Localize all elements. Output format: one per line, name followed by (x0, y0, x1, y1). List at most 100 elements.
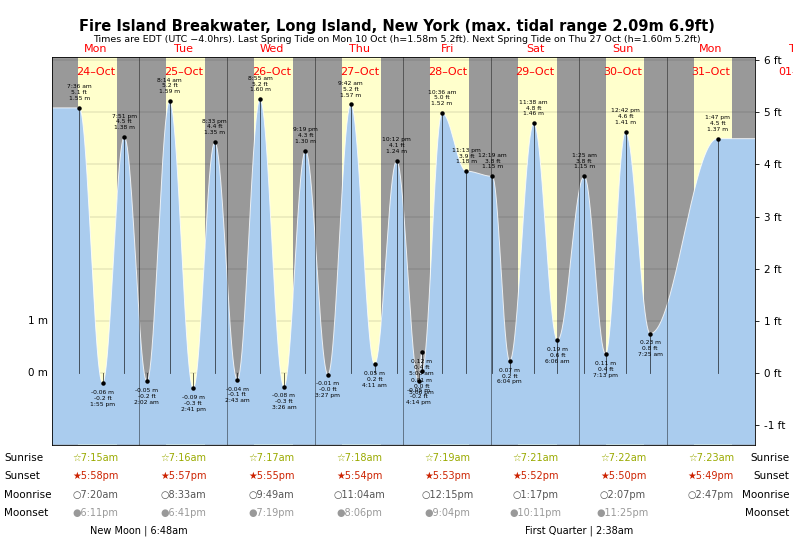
Text: ★5:53pm: ★5:53pm (424, 472, 470, 481)
Text: 24–Oct: 24–Oct (76, 67, 115, 77)
Text: Fire Island Breakwater, Long Island, New York (max. tidal range 2.09m 6.9ft): Fire Island Breakwater, Long Island, New… (79, 19, 714, 34)
Text: Mon: Mon (84, 44, 107, 54)
Text: 31–Oct: 31–Oct (691, 67, 730, 77)
Text: 7:51 pm
4.5 ft
1.38 m: 7:51 pm 4.5 ft 1.38 m (112, 114, 137, 130)
Text: Mon: Mon (699, 44, 722, 54)
Text: ○12:15pm: ○12:15pm (421, 490, 473, 500)
Text: 0.11 m
0.4 ft
7:13 pm: 0.11 m 0.4 ft 7:13 pm (593, 361, 618, 377)
Text: Times are EDT (UTC −4.0hrs). Last Spring Tide on Mon 10 Oct (h=1.58m 5.2ft). Nex: Times are EDT (UTC −4.0hrs). Last Spring… (93, 35, 700, 44)
Text: 27–Oct: 27–Oct (339, 67, 379, 77)
Text: ☆7:16am: ☆7:16am (160, 453, 206, 463)
Text: 25–Oct: 25–Oct (164, 67, 203, 77)
Text: ●9:04pm: ●9:04pm (424, 508, 470, 518)
Text: Sunset: Sunset (753, 472, 789, 481)
Text: ☆7:19am: ☆7:19am (424, 453, 470, 463)
Text: Sunrise: Sunrise (750, 453, 789, 463)
Text: ○2:07pm: ○2:07pm (600, 490, 646, 500)
Text: ☆7:23am: ☆7:23am (688, 453, 734, 463)
Text: Moonset: Moonset (4, 508, 48, 518)
Text: 8:14 am
5.2 ft
1.59 m: 8:14 am 5.2 ft 1.59 m (157, 78, 182, 94)
Text: 11:13 pm
3.9 ft
1.18 m: 11:13 pm 3.9 ft 1.18 m (452, 148, 481, 164)
Text: Thu: Thu (349, 44, 370, 54)
Text: First Quarter | 2:38am: First Quarter | 2:38am (525, 526, 633, 536)
Text: 01–Nov: 01–Nov (778, 67, 793, 77)
Text: 9:19 pm
4.3 ft
1.30 m: 9:19 pm 4.3 ft 1.30 m (293, 127, 318, 144)
Bar (342, 57, 381, 445)
Text: ○8:33am: ○8:33am (161, 490, 206, 500)
Text: ☆7:18am: ☆7:18am (336, 453, 382, 463)
Text: 0 m: 0 m (29, 368, 48, 378)
Text: ★5:54pm: ★5:54pm (336, 472, 382, 481)
Text: -0.08 m
-0.3 ft
3:26 am: -0.08 m -0.3 ft 3:26 am (271, 393, 297, 410)
Text: ★5:55pm: ★5:55pm (248, 472, 295, 481)
Text: Moonset: Moonset (745, 508, 789, 518)
Text: ○1:17pm: ○1:17pm (512, 490, 558, 500)
Text: ●6:11pm: ●6:11pm (73, 508, 118, 518)
Text: 10:12 pm
4.1 ft
1.24 m: 10:12 pm 4.1 ft 1.24 m (382, 137, 411, 154)
Text: 28–Oct: 28–Oct (427, 67, 467, 77)
Text: Fri: Fri (441, 44, 454, 54)
Text: 9:42 am
5.2 ft
1.57 m: 9:42 am 5.2 ft 1.57 m (339, 81, 363, 98)
Text: ○9:49am: ○9:49am (248, 490, 294, 500)
Text: 7:36 am
5.1 ft
1.55 m: 7:36 am 5.1 ft 1.55 m (67, 85, 92, 101)
Text: 8:55 am
5.2 ft
1.60 m: 8:55 am 5.2 ft 1.60 m (247, 76, 273, 93)
Text: 0.19 m
0.6 ft
6:06 am: 0.19 m 0.6 ft 6:06 am (545, 347, 570, 364)
Text: ★5:52pm: ★5:52pm (511, 472, 558, 481)
Text: 0.05 m
0.2 ft
4:11 am: 0.05 m 0.2 ft 4:11 am (362, 371, 387, 388)
Text: 12:42 pm
4.6 ft
1.41 m: 12:42 pm 4.6 ft 1.41 m (611, 108, 640, 125)
Text: ○11:04am: ○11:04am (333, 490, 385, 500)
Text: Sunrise: Sunrise (4, 453, 43, 463)
Text: ○2:47pm: ○2:47pm (688, 490, 734, 500)
Text: 1 m: 1 m (28, 316, 48, 326)
Text: ●11:25pm: ●11:25pm (597, 508, 649, 518)
Text: 11:38 am
4.8 ft
1.46 m: 11:38 am 4.8 ft 1.46 m (519, 100, 548, 116)
Bar (606, 57, 645, 445)
Text: 29–Oct: 29–Oct (515, 67, 554, 77)
Text: ●8:06pm: ●8:06pm (336, 508, 382, 518)
Text: Sunset: Sunset (4, 472, 40, 481)
Text: ☆7:15am: ☆7:15am (72, 453, 119, 463)
Text: New Moon | 6:48am: New Moon | 6:48am (90, 526, 188, 536)
Text: -0.06 m
-0.2 ft
1:55 pm: -0.06 m -0.2 ft 1:55 pm (90, 390, 115, 406)
Text: Sat: Sat (526, 44, 544, 54)
Text: 0.01 m
0.0 ft
5:06 pm: 0.01 m 0.0 ft 5:06 pm (409, 378, 435, 395)
Text: 30–Oct: 30–Oct (603, 67, 642, 77)
Text: 1:25 am
3.8 ft
1.15 m: 1:25 am 3.8 ft 1.15 m (572, 153, 597, 169)
Text: ☆7:21am: ☆7:21am (512, 453, 558, 463)
Text: Wed: Wed (259, 44, 284, 54)
Text: ★5:58pm: ★5:58pm (72, 472, 119, 481)
Text: Moonrise: Moonrise (4, 490, 52, 500)
Text: ●6:41pm: ●6:41pm (160, 508, 206, 518)
Text: ☆7:17am: ☆7:17am (248, 453, 294, 463)
Text: ●7:19pm: ●7:19pm (248, 508, 294, 518)
Text: -0.09 m
-0.3 ft
2:41 pm: -0.09 m -0.3 ft 2:41 pm (181, 395, 205, 412)
Text: ★5:50pm: ★5:50pm (600, 472, 646, 481)
Text: Tue: Tue (174, 44, 193, 54)
Bar (78, 57, 117, 445)
Text: ★5:57pm: ★5:57pm (160, 472, 207, 481)
Text: 8:33 pm
4.4 ft
1.35 m: 8:33 pm 4.4 ft 1.35 m (202, 119, 227, 135)
Text: 10:36 am
5.0 ft
1.52 m: 10:36 am 5.0 ft 1.52 m (428, 89, 456, 106)
Text: 0.07 m
0.2 ft
6:04 pm: 0.07 m 0.2 ft 6:04 pm (497, 368, 522, 384)
Text: 26–Oct: 26–Oct (252, 67, 291, 77)
Text: 0.23 m
0.8 ft
7:25 am: 0.23 m 0.8 ft 7:25 am (638, 341, 663, 357)
Text: ●10:11pm: ●10:11pm (509, 508, 561, 518)
Text: 0.12 m
0.4 ft
5:03 am: 0.12 m 0.4 ft 5:03 am (409, 359, 434, 376)
Bar (166, 57, 205, 445)
Bar (518, 57, 557, 445)
Text: ☆7:22am: ☆7:22am (600, 453, 646, 463)
Bar (694, 57, 732, 445)
Text: ○7:20am: ○7:20am (73, 490, 118, 500)
Text: -0.05 m
-0.2 ft
4:14 pm: -0.05 m -0.2 ft 4:14 pm (406, 388, 431, 405)
Bar (254, 57, 293, 445)
Text: Moonrise: Moonrise (741, 490, 789, 500)
Text: ★5:49pm: ★5:49pm (688, 472, 734, 481)
Text: Tue: Tue (789, 44, 793, 54)
Text: -0.04 m
-0.1 ft
2:43 am: -0.04 m -0.1 ft 2:43 am (225, 386, 250, 403)
Bar (430, 57, 469, 445)
Text: -0.05 m
-0.2 ft
2:02 am: -0.05 m -0.2 ft 2:02 am (135, 388, 159, 405)
Text: -0.01 m
-0.0 ft
3:27 pm: -0.01 m -0.0 ft 3:27 pm (316, 382, 340, 398)
Text: 12:19 am
3.8 ft
1.15 m: 12:19 am 3.8 ft 1.15 m (478, 153, 507, 169)
Text: 1:47 pm
4.5 ft
1.37 m: 1:47 pm 4.5 ft 1.37 m (705, 115, 730, 132)
Text: Sun: Sun (612, 44, 634, 54)
